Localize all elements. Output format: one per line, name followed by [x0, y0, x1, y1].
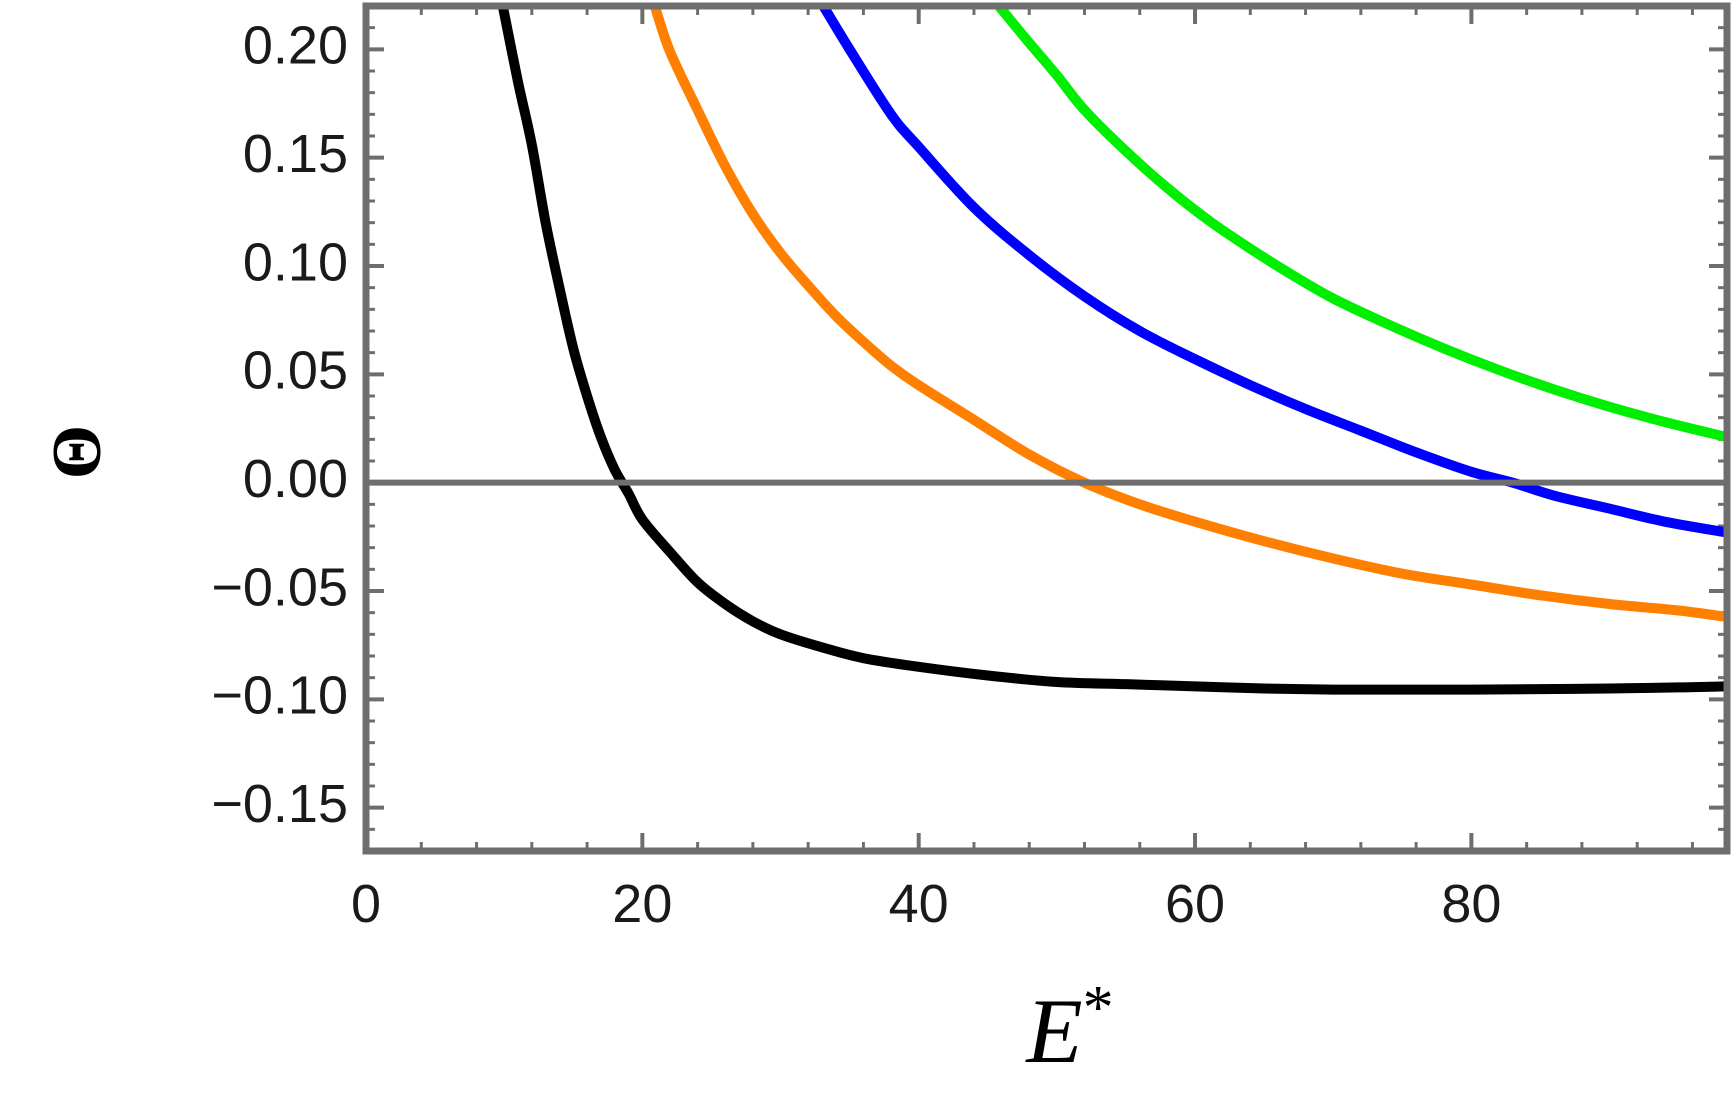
series-line-2 [649, 6, 1727, 622]
y-tick-label: 0.00 [243, 449, 348, 509]
x-tick-label: 40 [889, 874, 949, 934]
series-line-3 [818, 6, 1727, 538]
series-line-4 [993, 6, 1727, 443]
x-tick-labels: 0 20 40 60 80 [351, 874, 1501, 934]
x-tick-label: 0 [351, 874, 381, 934]
plot-frame [362, 2, 1731, 855]
y-tick-label: −0.05 [211, 557, 348, 617]
x-tick-label: 20 [612, 874, 672, 934]
y-axis-title: Θ [39, 425, 116, 479]
y-tick-label: 0.20 [243, 16, 348, 76]
y-tick-label: 0.15 [243, 124, 348, 184]
y-tick-label: 0.10 [243, 232, 348, 292]
series-layer [497, 6, 1727, 695]
series-line-1 [497, 6, 1727, 695]
x-tick-label: 60 [1165, 874, 1225, 934]
y-tick-label: 0.05 [243, 341, 348, 401]
y-tick-labels: −0.15 −0.10 −0.05 0.00 0.05 0.10 0.15 0.20 [211, 16, 348, 834]
x-tick-label: 80 [1441, 874, 1501, 934]
y-tick-label: −0.15 [211, 774, 348, 834]
y-tick-label: −0.10 [211, 666, 348, 726]
x-axis-title: E* [1024, 974, 1113, 1082]
